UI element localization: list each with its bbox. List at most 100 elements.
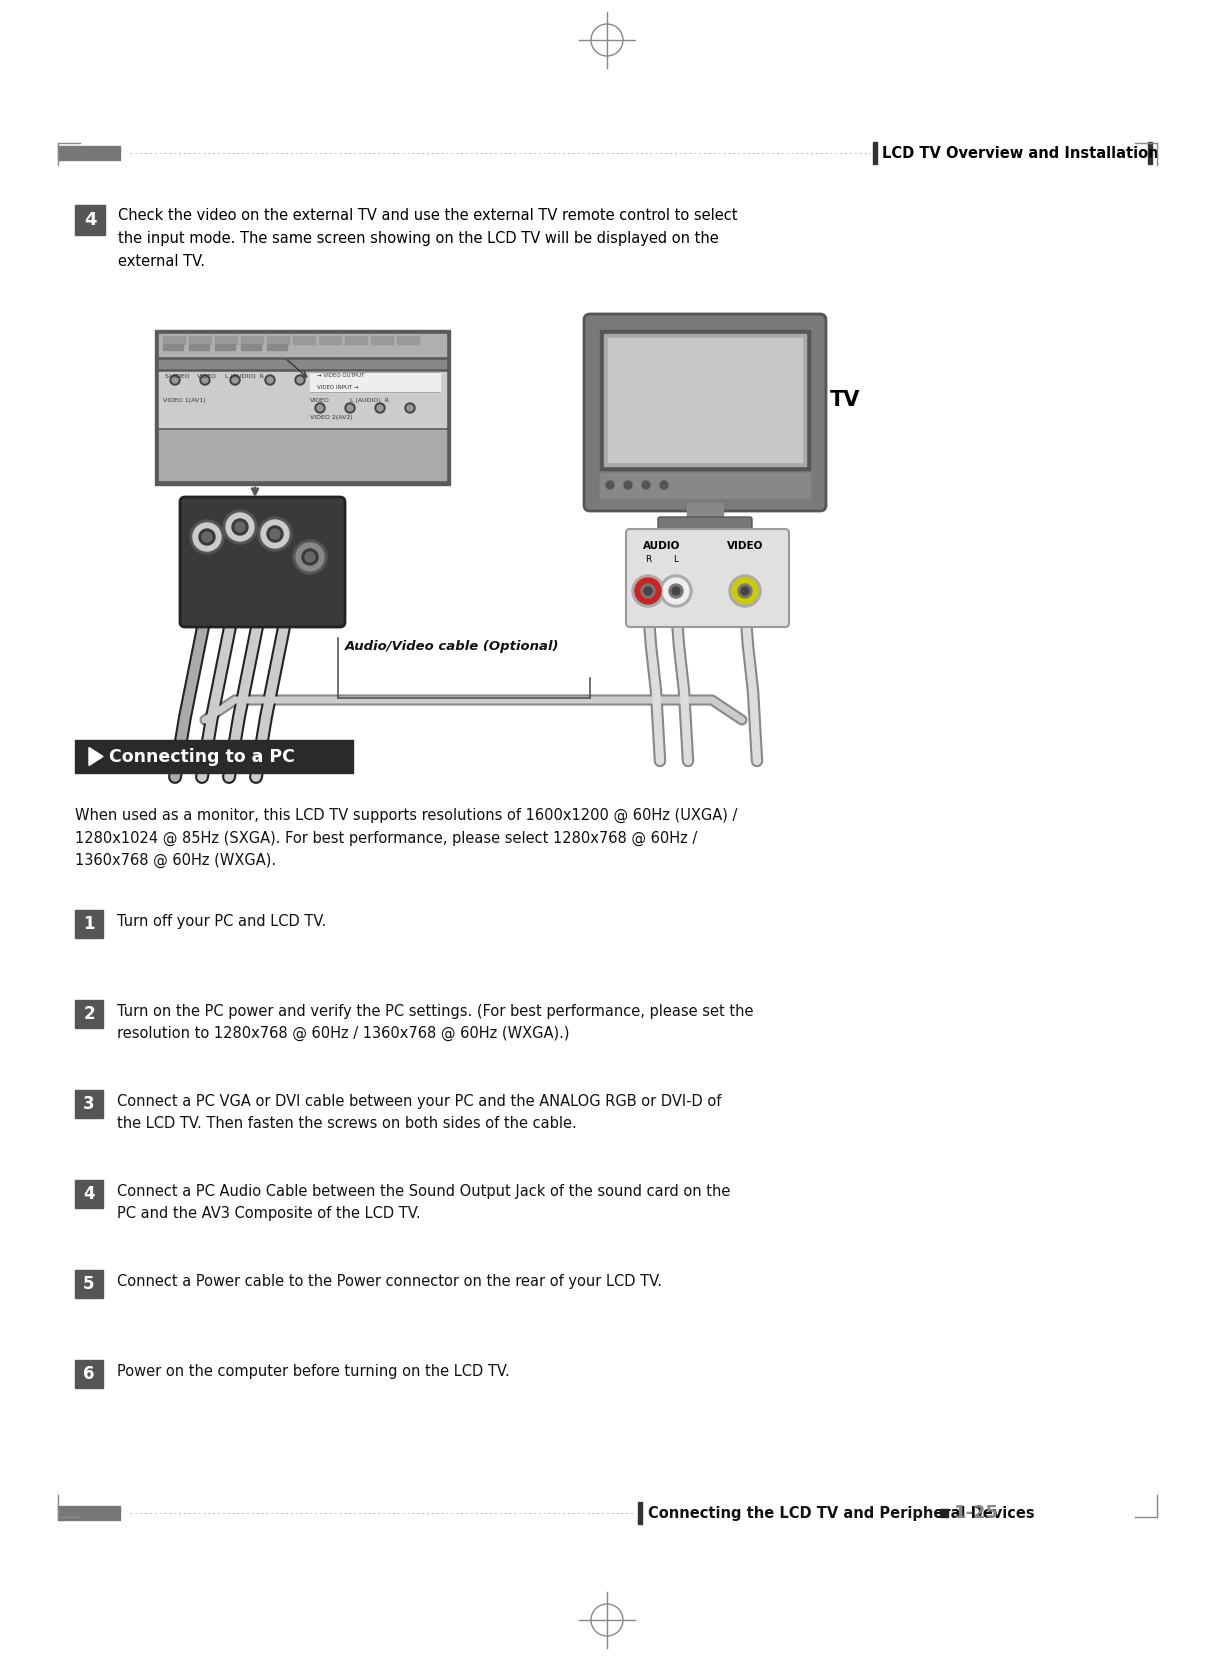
Circle shape — [295, 375, 305, 385]
Text: Audio/Video cable (Optional): Audio/Video cable (Optional) — [345, 641, 559, 652]
FancyBboxPatch shape — [180, 496, 345, 627]
FancyBboxPatch shape — [584, 314, 826, 511]
Bar — [241, 344, 261, 350]
Bar — [159, 360, 446, 369]
Circle shape — [258, 516, 292, 551]
Bar — [159, 334, 446, 355]
Circle shape — [407, 405, 413, 412]
Text: Turn off your PC and LCD TV.: Turn off your PC and LCD TV. — [117, 915, 327, 930]
Bar — [75, 1360, 103, 1388]
Circle shape — [226, 513, 254, 541]
Text: → VIDEO OUTPUT: → VIDEO OUTPUT — [317, 374, 364, 378]
Circle shape — [200, 375, 210, 385]
Circle shape — [170, 375, 180, 385]
Text: Connect a PC VGA or DVI cable between your PC and the ANALOG RGB or DVI-D of
the: Connect a PC VGA or DVI cable between yo… — [117, 1094, 722, 1130]
Bar — [190, 335, 211, 344]
Circle shape — [193, 523, 221, 551]
Circle shape — [261, 520, 289, 548]
Bar — [75, 1180, 103, 1208]
Text: 5: 5 — [84, 1275, 95, 1293]
Bar — [293, 335, 315, 344]
Bar — [310, 372, 440, 392]
Circle shape — [267, 377, 273, 383]
Circle shape — [199, 530, 215, 544]
Bar — [190, 344, 209, 350]
Text: Connect a Power cable to the Power connector on the rear of your LCD TV.: Connect a Power cable to the Power conne… — [117, 1273, 662, 1290]
Circle shape — [663, 578, 689, 604]
Text: L (AUDIO)  R: L (AUDIO) R — [225, 374, 264, 378]
Circle shape — [644, 588, 652, 594]
Circle shape — [317, 405, 323, 412]
Bar — [75, 740, 354, 774]
Text: Connect a PC Audio Cable between the Sound Output Jack of the sound card on the
: Connect a PC Audio Cable between the Sou… — [117, 1184, 730, 1222]
Circle shape — [315, 403, 324, 413]
Circle shape — [296, 377, 303, 383]
Circle shape — [625, 481, 632, 490]
Text: Power on the computer before turning on the LCD TV.: Power on the computer before turning on … — [117, 1365, 510, 1379]
Bar — [58, 146, 120, 159]
Text: 2: 2 — [83, 1004, 95, 1023]
Text: S-VIDEO: S-VIDEO — [165, 374, 191, 378]
Circle shape — [230, 375, 241, 385]
Bar — [267, 335, 289, 344]
Circle shape — [296, 543, 324, 571]
Bar — [75, 1270, 103, 1298]
Circle shape — [232, 377, 238, 383]
Circle shape — [173, 377, 179, 383]
Text: Connecting to a PC: Connecting to a PC — [109, 747, 295, 765]
Bar — [371, 335, 392, 344]
Bar — [215, 344, 234, 350]
Circle shape — [405, 403, 416, 413]
Bar — [75, 1091, 103, 1117]
Text: Check the video on the external TV and use the external TV remote control to sel: Check the video on the external TV and u… — [118, 208, 738, 269]
Bar — [600, 473, 810, 498]
Bar — [159, 430, 446, 480]
FancyBboxPatch shape — [659, 516, 752, 533]
Circle shape — [642, 584, 655, 598]
Text: 4: 4 — [84, 211, 96, 229]
Circle shape — [224, 510, 258, 544]
Circle shape — [660, 481, 668, 490]
Text: Turn on the PC power and verify the PC settings. (For best performance, please s: Turn on the PC power and verify the PC s… — [117, 1004, 753, 1041]
Bar — [267, 344, 287, 350]
Circle shape — [375, 403, 385, 413]
Text: VIDEO: VIDEO — [310, 398, 330, 403]
Circle shape — [232, 520, 248, 535]
Bar — [608, 339, 802, 461]
Circle shape — [303, 549, 318, 564]
Text: L (AUDIO)  R: L (AUDIO) R — [350, 398, 389, 403]
Circle shape — [267, 526, 283, 543]
Circle shape — [606, 481, 614, 490]
Bar — [940, 1509, 948, 1517]
Circle shape — [305, 553, 315, 563]
Circle shape — [632, 574, 665, 608]
Circle shape — [741, 588, 748, 594]
Circle shape — [729, 574, 761, 608]
Text: AUDIO: AUDIO — [643, 541, 680, 551]
Bar — [58, 1506, 120, 1521]
Text: 6: 6 — [84, 1365, 95, 1383]
Text: 1: 1 — [84, 915, 95, 933]
Circle shape — [672, 588, 680, 594]
FancyBboxPatch shape — [626, 530, 789, 627]
Text: VIDEO 1(AV1): VIDEO 1(AV1) — [163, 398, 205, 403]
Text: LCD TV Overview and Installation: LCD TV Overview and Installation — [882, 146, 1159, 161]
Circle shape — [635, 578, 661, 604]
Bar — [397, 335, 419, 344]
Bar — [75, 910, 103, 938]
Circle shape — [669, 584, 683, 598]
Circle shape — [270, 530, 279, 540]
Text: 3: 3 — [83, 1096, 95, 1112]
Text: Connecting the LCD TV and Peripheral Devices: Connecting the LCD TV and Peripheral Dev… — [648, 1506, 1035, 1521]
Bar — [600, 330, 810, 470]
Polygon shape — [89, 747, 103, 765]
Bar — [686, 503, 723, 521]
Circle shape — [202, 377, 208, 383]
Text: When used as a monitor, this LCD TV supports resolutions of 1600x1200 @ 60Hz (UX: When used as a monitor, this LCD TV supp… — [75, 808, 738, 868]
Bar — [874, 143, 876, 164]
Circle shape — [377, 405, 383, 412]
Bar — [241, 335, 262, 344]
Bar — [75, 999, 103, 1028]
Text: 1-25: 1-25 — [954, 1504, 999, 1522]
Bar — [638, 1502, 642, 1524]
